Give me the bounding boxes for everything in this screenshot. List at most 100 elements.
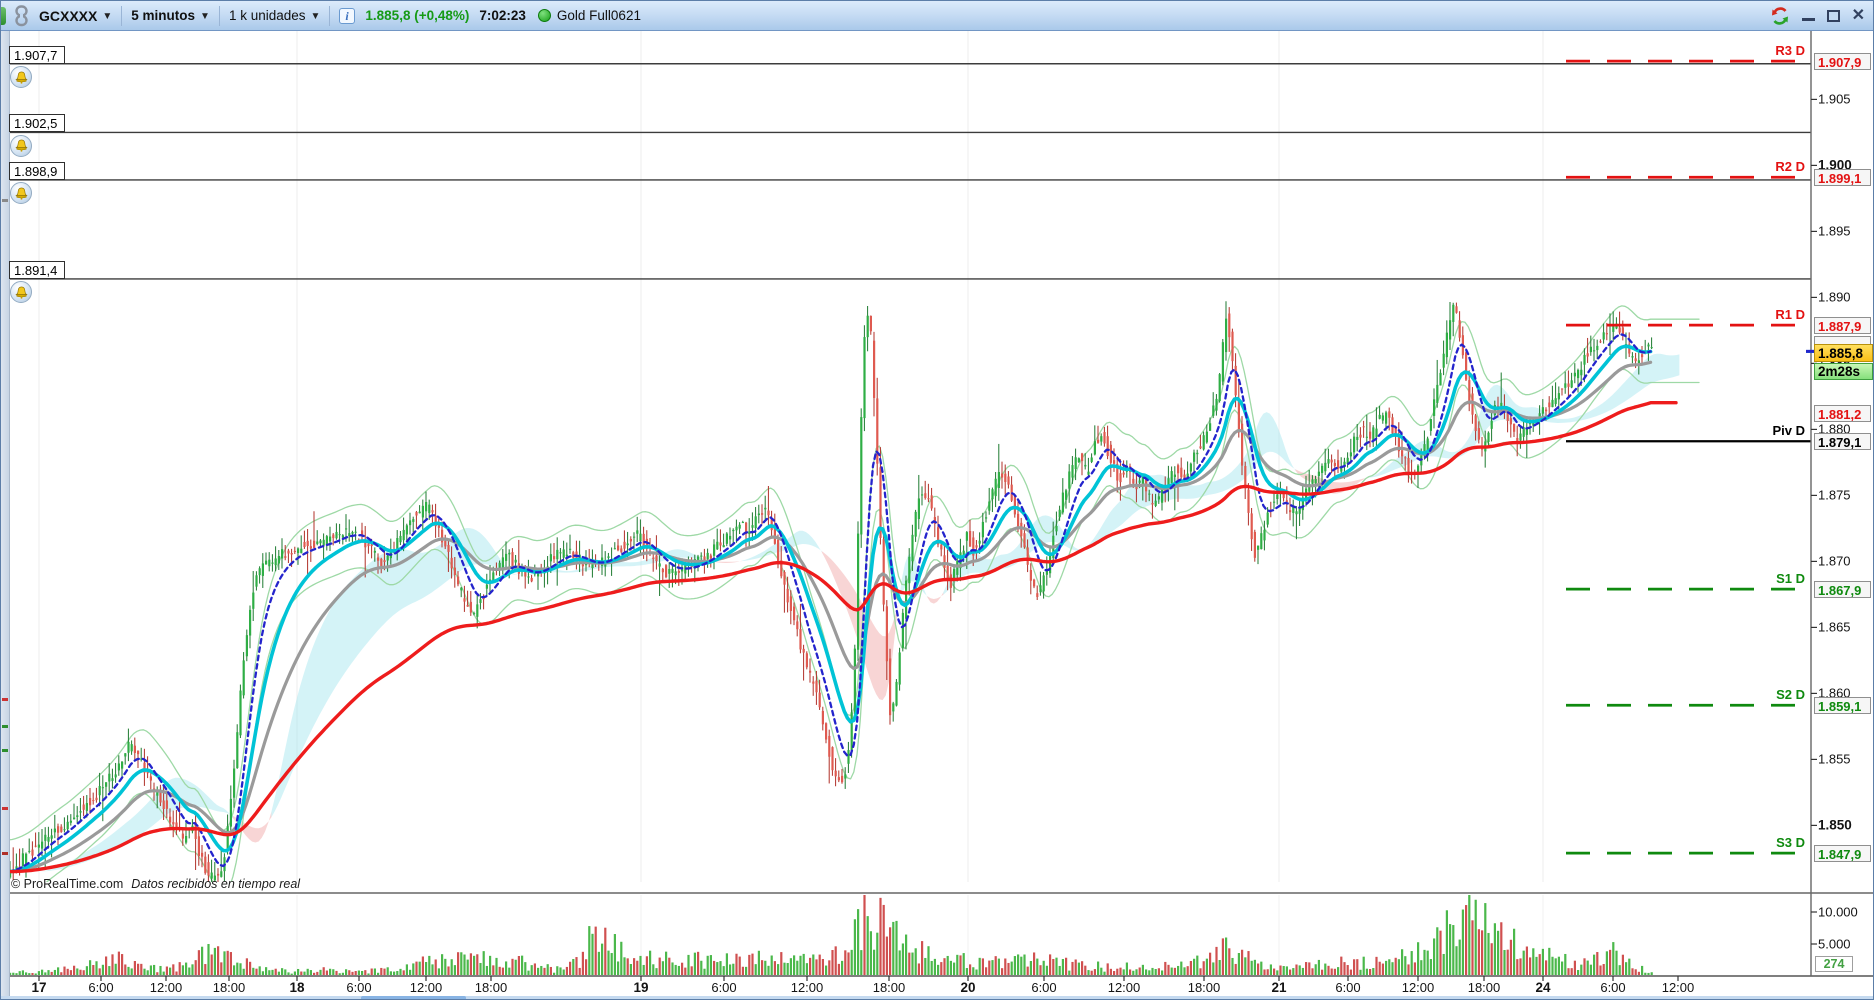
timeframe-label: 5 minutos <box>131 8 196 23</box>
time-axis-label: 12:00 <box>1401 980 1435 995</box>
volume-axis-tick: 10.000 <box>1818 904 1858 920</box>
time-axis-label: 6:00 <box>1031 980 1057 995</box>
close-button[interactable]: ✕ <box>1851 6 1865 24</box>
pivot-price-box: 1.907,9 <box>1814 52 1871 70</box>
time-axis-label: 12:00 <box>790 980 824 995</box>
copyright-line: © ProRealTime.com Datos recibidos en tiem… <box>11 877 300 891</box>
time-axis-label: 18:00 <box>1467 980 1501 995</box>
time-axis-label: 19 <box>633 980 649 995</box>
bell-icon <box>14 139 28 153</box>
time-axis-label: 24 <box>1535 980 1551 995</box>
time-axis-label: 12:00 <box>149 980 183 995</box>
feed-name: Gold Full0621 <box>556 8 641 23</box>
units-label: 1 k unidades <box>228 8 306 23</box>
time-axis-label: 12:00 <box>409 980 443 995</box>
price-axis-tick: 1.870 <box>1818 553 1851 569</box>
info-icon[interactable]: i <box>339 7 356 24</box>
time-axis-label: 18:00 <box>212 980 246 995</box>
time-axis-label: 21 <box>1271 980 1287 995</box>
pivot-price-box: 1.899,1 <box>1814 168 1871 186</box>
chevron-down-icon: ▼ <box>310 10 321 22</box>
price-axis-tick: 1.855 <box>1818 751 1851 767</box>
edge-marker <box>2 698 8 701</box>
alert-price-label: 1.898,9 <box>9 161 65 180</box>
current-price-box: 1.885,8 <box>1814 344 1873 363</box>
pivot-label-s3-d: S3 D <box>1776 835 1805 851</box>
separator <box>121 5 123 26</box>
edge-marker <box>2 807 8 810</box>
bell-icon <box>14 286 28 299</box>
chevron-down-icon: ▼ <box>200 10 210 22</box>
separator <box>329 5 331 26</box>
pivot-price-box: 1.867,9 <box>1814 580 1871 598</box>
chevron-down-icon: ▼ <box>102 10 113 22</box>
feed-status-icon <box>537 9 551 22</box>
price-axis-tick: 1.875 <box>1818 487 1851 503</box>
svg-text:i: i <box>346 9 350 23</box>
time-axis-label: 12:00 <box>1107 980 1141 995</box>
price-axis-tick: 1.905 <box>1818 91 1851 107</box>
price-axis-tick: 1.850 <box>1818 817 1852 833</box>
link-icon[interactable] <box>13 4 30 27</box>
last-volume-box: 274 <box>1815 956 1853 972</box>
horizontal-scrollbar[interactable] <box>1 996 1873 999</box>
alert-bell-button[interactable] <box>10 182 32 205</box>
time-axis-label: 6:00 <box>1335 980 1361 995</box>
pivot-label-r3-d: R3 D <box>1775 43 1805 59</box>
pivot-label-s2-d: S2 D <box>1776 687 1805 703</box>
window-controls: ✕ <box>1770 6 1873 26</box>
alert-bell-button[interactable] <box>10 281 32 304</box>
time-axis-label: 6:00 <box>1600 980 1626 995</box>
refresh-icon[interactable] <box>1770 6 1790 26</box>
copyright-text: © ProRealTime.com <box>11 877 124 891</box>
pivot-label-s1-d: S1 D <box>1776 571 1805 587</box>
partial-icon <box>1 6 6 25</box>
pivot-price-box: 1.847,9 <box>1814 844 1871 862</box>
time-axis-label: 17 <box>31 980 47 995</box>
time-axis-label: 18 <box>289 980 305 995</box>
edge-marker <box>2 725 8 728</box>
symbol-dropdown[interactable]: GCXXXX ▼ <box>39 8 112 24</box>
edge-marker <box>2 852 8 855</box>
price-axis-tick: 1.895 <box>1818 223 1851 239</box>
pivot-label-piv-d: Piv D <box>1772 423 1805 439</box>
time-axis-label: 18:00 <box>1187 980 1221 995</box>
scrollbar-thumb[interactable] <box>361 996 466 999</box>
separator <box>218 5 220 26</box>
candle-countdown-box: 2m28s <box>1814 363 1873 381</box>
ma-value-box: 1.881,2 <box>1814 405 1871 423</box>
time-axis-label: 6:00 <box>346 980 372 995</box>
pivot-price-box: 1.887,9 <box>1814 316 1871 334</box>
symbol-label: GCXXXX <box>39 7 98 24</box>
alert-price-label: 1.907,7 <box>9 45 65 64</box>
last-price-quote: 1.885,8 (+0,48%) <box>365 8 470 23</box>
alert-price-label: 1.891,4 <box>9 260 65 279</box>
units-dropdown[interactable]: 1 k unidades ▼ <box>229 8 320 23</box>
time-axis-label: 12:00 <box>1661 980 1695 995</box>
pivot-label-r1-d: R1 D <box>1775 307 1805 323</box>
bell-icon <box>14 187 28 200</box>
timeframe-dropdown[interactable]: 5 minutos ▼ <box>131 8 210 23</box>
restore-button[interactable] <box>1826 9 1840 22</box>
time-axis-label: 18:00 <box>872 980 906 995</box>
alert-bell-button[interactable] <box>10 134 32 157</box>
edge-marker <box>2 749 8 752</box>
pivot-price-box: 1.859,1 <box>1814 696 1871 714</box>
volume-axis-tick: 5.000 <box>1818 936 1851 952</box>
pivot-price-box: 1.879,1 <box>1814 432 1871 450</box>
time-axis-label: 20 <box>960 980 976 995</box>
alert-price-label: 1.902,5 <box>9 114 65 133</box>
price-axis-tick: 1.865 <box>1818 619 1851 635</box>
bell-icon <box>14 71 28 84</box>
time-axis-label: 6:00 <box>711 980 737 995</box>
left-edge-strip <box>1 30 10 996</box>
pivot-label-r2-d: R2 D <box>1775 159 1805 175</box>
clock: 7:02:23 <box>479 8 526 23</box>
time-axis-label: 18:00 <box>474 980 508 995</box>
alert-bell-button[interactable] <box>10 66 32 89</box>
edge-marker <box>2 199 8 202</box>
feed-status-text: Datos recibidos en tiempo real <box>131 877 301 891</box>
minimize-button[interactable] <box>1801 18 1815 21</box>
